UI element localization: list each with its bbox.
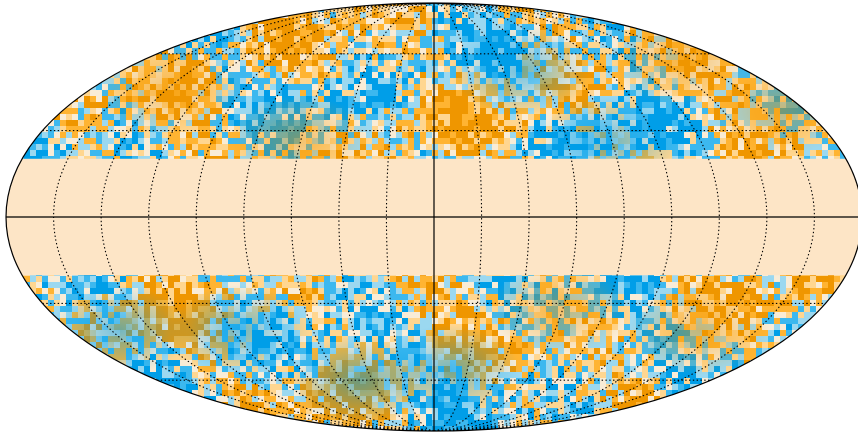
meridian-line [433,3,578,431]
meridian-line [148,3,435,431]
meridian-line [290,3,435,431]
map-axes [6,3,858,431]
map-outline [5,2,858,432]
meridian-line [243,3,435,431]
meridian-line [433,3,625,431]
meridian-line [433,3,720,431]
